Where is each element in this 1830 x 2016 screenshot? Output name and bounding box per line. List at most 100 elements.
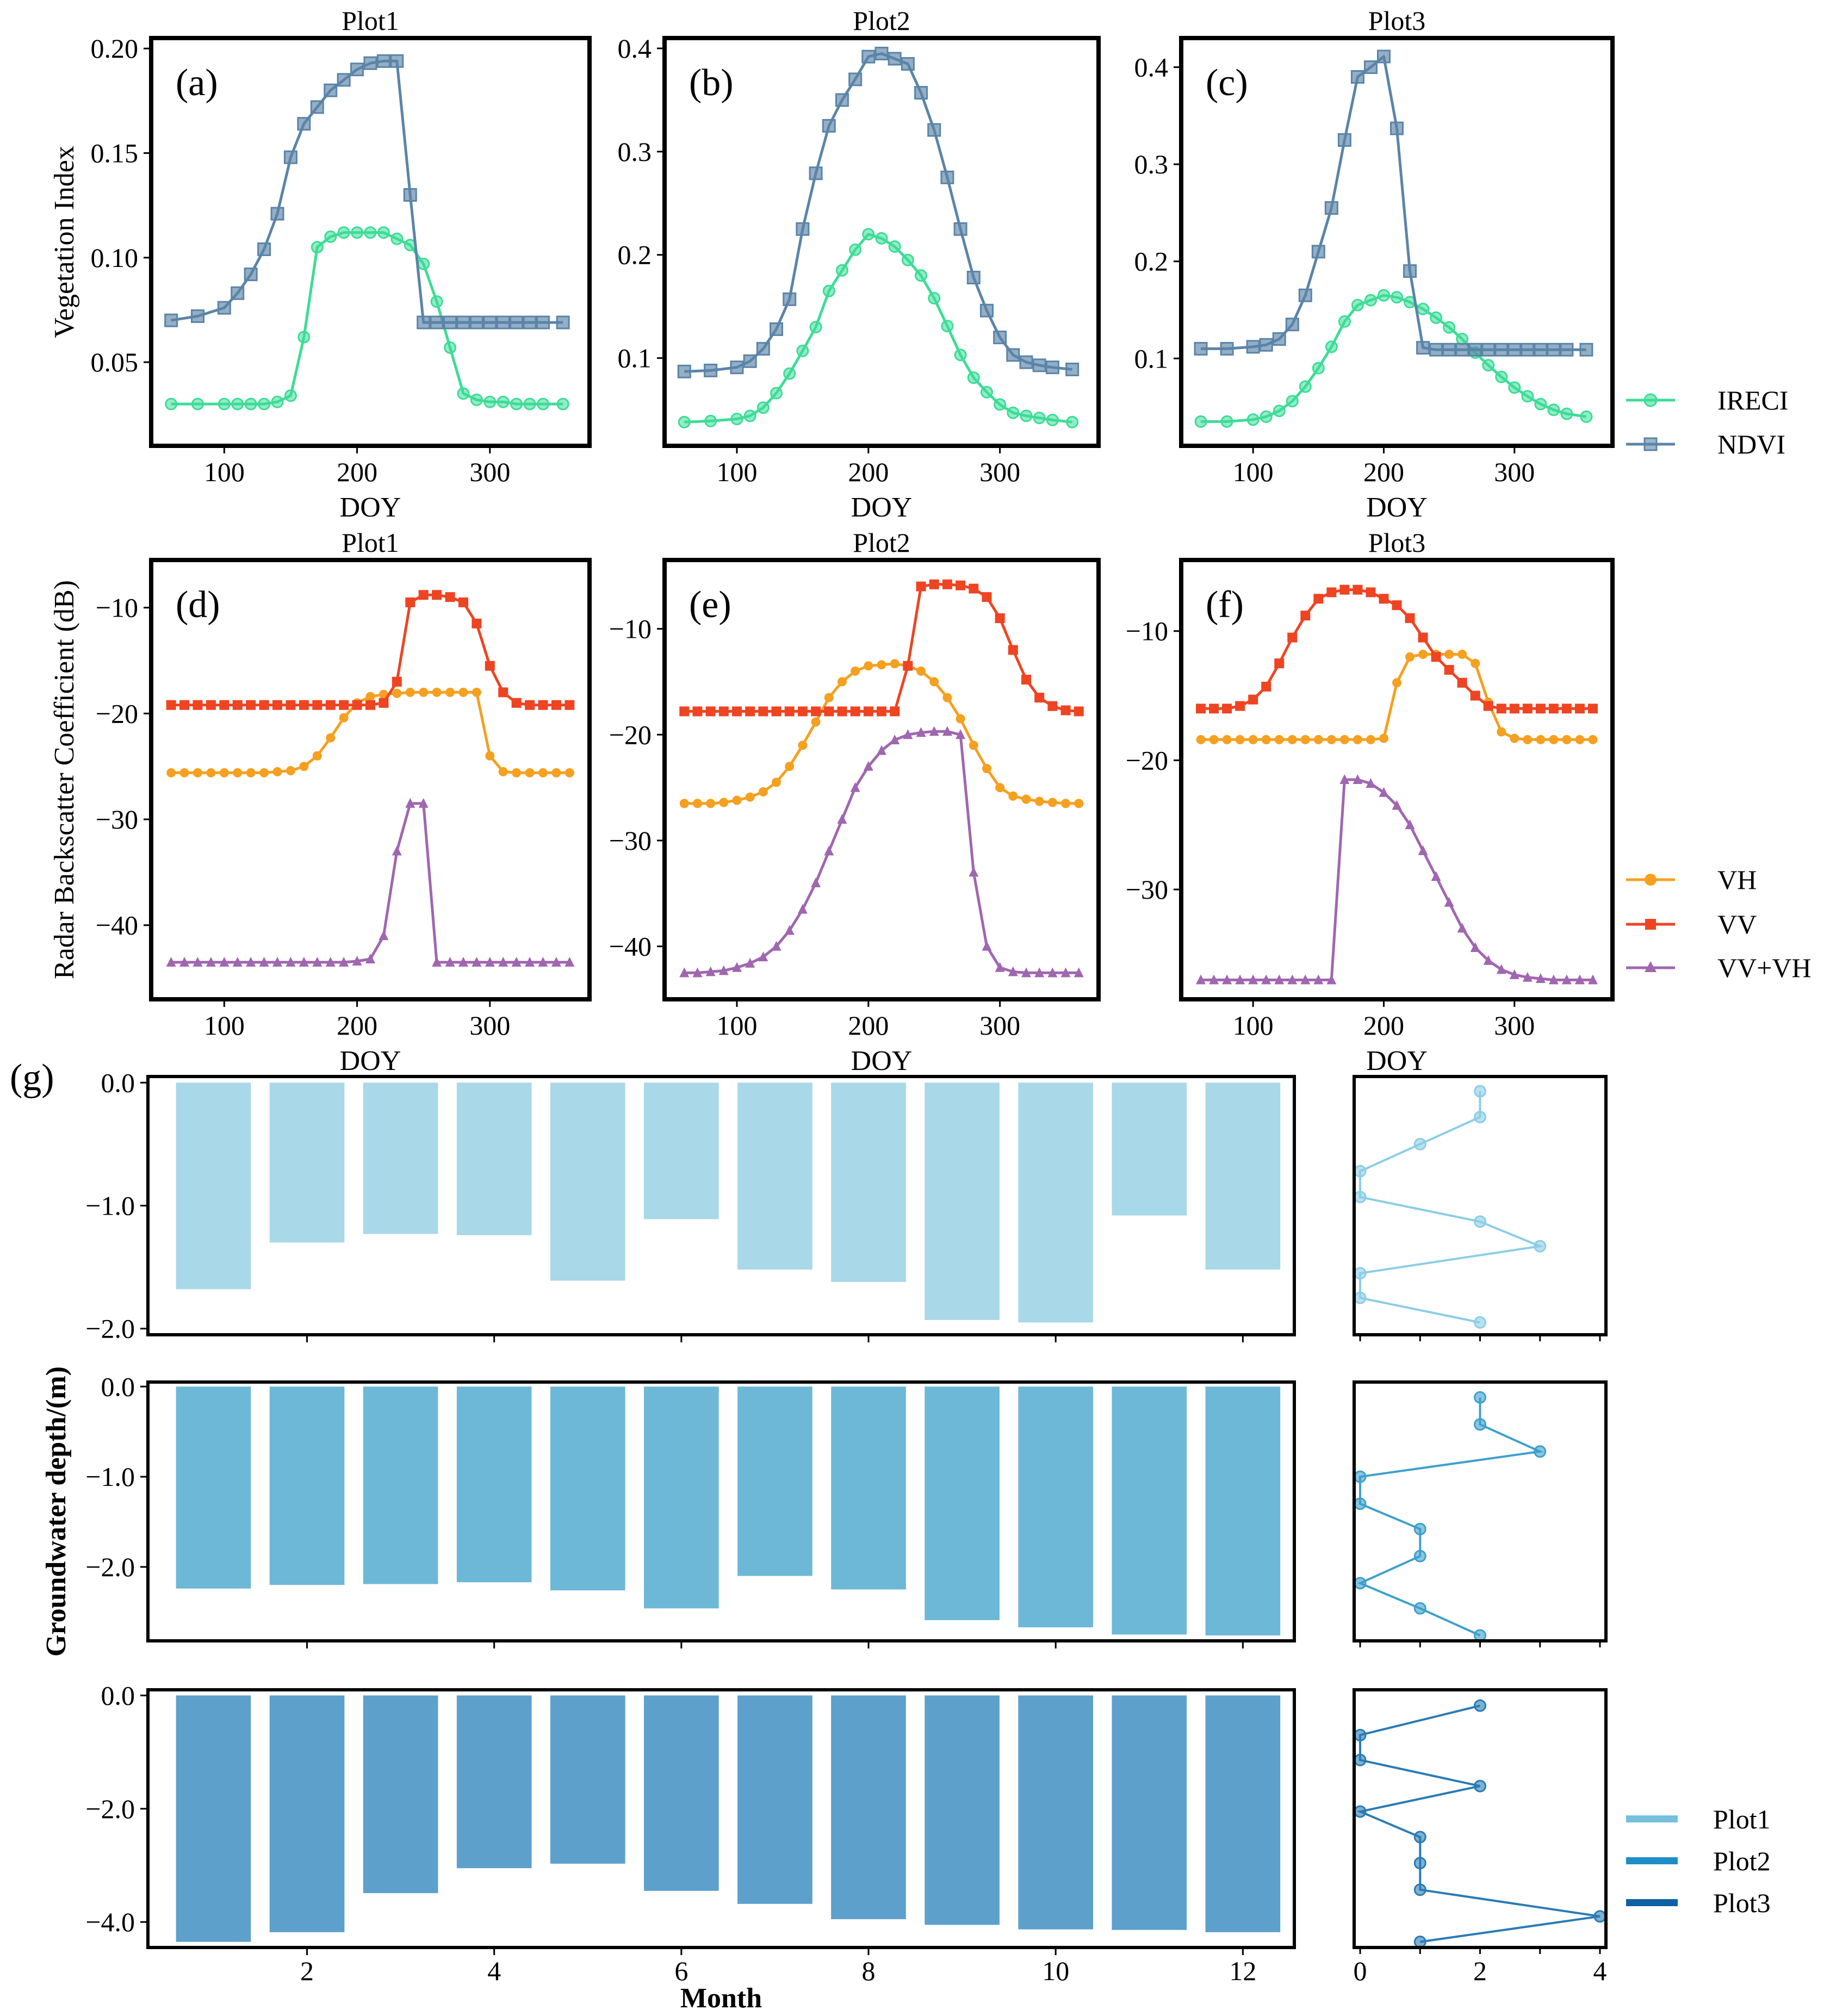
data-point	[1354, 1291, 1367, 1304]
y-tick-label: −30	[1126, 874, 1168, 905]
data-point	[861, 49, 876, 64]
bar	[1018, 1695, 1094, 1930]
x-tick-label: 200	[848, 1010, 889, 1041]
y-tick-label: −10	[96, 593, 138, 623]
data-point	[1008, 966, 1018, 976]
data-point	[284, 389, 297, 402]
x-tick-label: 100	[204, 1010, 245, 1041]
data-point	[864, 661, 873, 671]
y-tick-label: 0.0	[101, 1067, 135, 1098]
x-tick-label: 8	[862, 1956, 876, 1986]
data-point	[258, 397, 271, 410]
data-point	[364, 226, 377, 239]
data-point	[419, 687, 429, 697]
data-point	[677, 364, 691, 378]
data-point	[193, 700, 203, 710]
data-point	[1353, 735, 1362, 744]
x-axis-label: DOY	[1366, 492, 1428, 523]
data-point	[376, 54, 390, 68]
data-point	[1403, 264, 1417, 278]
y-tick-label: −30	[96, 804, 138, 835]
x-tick-label: 200	[1363, 457, 1404, 487]
y-tick-label: 0.3	[618, 136, 652, 167]
data-point	[770, 322, 784, 336]
data-point	[1413, 1857, 1426, 1870]
series-vv-vh	[679, 726, 1084, 978]
legend-vegetation: IRECI NDVI	[1626, 385, 1789, 459]
data-point	[179, 956, 190, 967]
legend-plot2-label: Plot2	[1713, 1846, 1771, 1876]
series-line	[1201, 653, 1593, 741]
data-point	[469, 315, 483, 329]
y-tick-label: −40	[609, 931, 652, 962]
chart-groundwater-plot3: 0.0 −2.0 −4.0 2 4 6 8 10 12	[85, 1680, 1296, 1986]
data-point	[1482, 359, 1495, 372]
chart-groundwater-plot2: 0.0 −1.0 −2.0	[85, 1371, 1296, 1648]
y-tick-label: −20	[609, 719, 652, 750]
series-vh	[679, 659, 1084, 808]
data-point	[179, 700, 190, 710]
data-point	[1046, 414, 1059, 427]
data-point	[995, 783, 1005, 793]
data-point	[1376, 49, 1391, 64]
y-tick-label: 0.1	[1134, 343, 1169, 374]
chart-title: Plot3	[1368, 5, 1426, 36]
data-point	[1522, 704, 1533, 714]
series-ireci	[165, 226, 569, 410]
data-point	[365, 700, 375, 710]
data-point	[783, 367, 796, 380]
data-point	[967, 371, 980, 384]
data-point	[1474, 1085, 1486, 1098]
series-line	[171, 231, 563, 406]
data-point	[837, 706, 847, 717]
data-point	[809, 321, 822, 334]
data-point	[1047, 701, 1058, 711]
data-point	[445, 687, 455, 697]
data-point	[1405, 652, 1415, 662]
data-point	[1196, 735, 1206, 744]
data-point	[1006, 348, 1020, 362]
x-axis-label: DOY	[340, 492, 401, 523]
data-point	[745, 706, 755, 717]
data-point	[1509, 969, 1519, 979]
data-point	[756, 342, 770, 356]
panel-label: (d)	[176, 584, 220, 626]
data-point	[877, 745, 886, 755]
data-point	[1354, 1191, 1367, 1204]
data-point	[351, 226, 364, 239]
data-point	[1246, 340, 1260, 354]
data-point	[966, 271, 981, 285]
y-tick-label: −30	[609, 825, 652, 856]
x-tick-label: 200	[1363, 1010, 1404, 1041]
y-tick-label: −2.0	[85, 1314, 135, 1344]
data-point	[1429, 343, 1443, 357]
data-point	[877, 660, 886, 670]
data-point	[1418, 632, 1428, 643]
bar	[1205, 1695, 1281, 1932]
data-point	[485, 661, 495, 671]
data-point	[311, 241, 324, 254]
data-point	[1019, 355, 1033, 369]
plot-frame	[1353, 1380, 1608, 1642]
data-point	[498, 767, 508, 776]
data-point	[1379, 787, 1389, 797]
data-point	[1392, 600, 1402, 611]
data-point	[392, 845, 402, 856]
data-point	[1363, 60, 1378, 74]
data-point	[901, 253, 914, 266]
data-point	[458, 956, 468, 967]
data-point	[538, 700, 548, 710]
data-point	[512, 768, 522, 777]
legend-ireci-marker	[1643, 393, 1658, 407]
chart-title: Plot2	[853, 527, 910, 558]
data-point	[851, 666, 860, 676]
data-point	[537, 397, 550, 410]
legend-ndvi-label: NDVI	[1717, 429, 1785, 459]
data-point	[772, 777, 781, 787]
data-point	[784, 925, 795, 935]
data-point	[1483, 701, 1493, 711]
x-tick-label: 12	[1229, 1956, 1256, 1986]
legend-radar: VH VV VV+VH	[1626, 864, 1812, 983]
data-point	[1300, 735, 1310, 744]
data-point	[1560, 343, 1574, 357]
